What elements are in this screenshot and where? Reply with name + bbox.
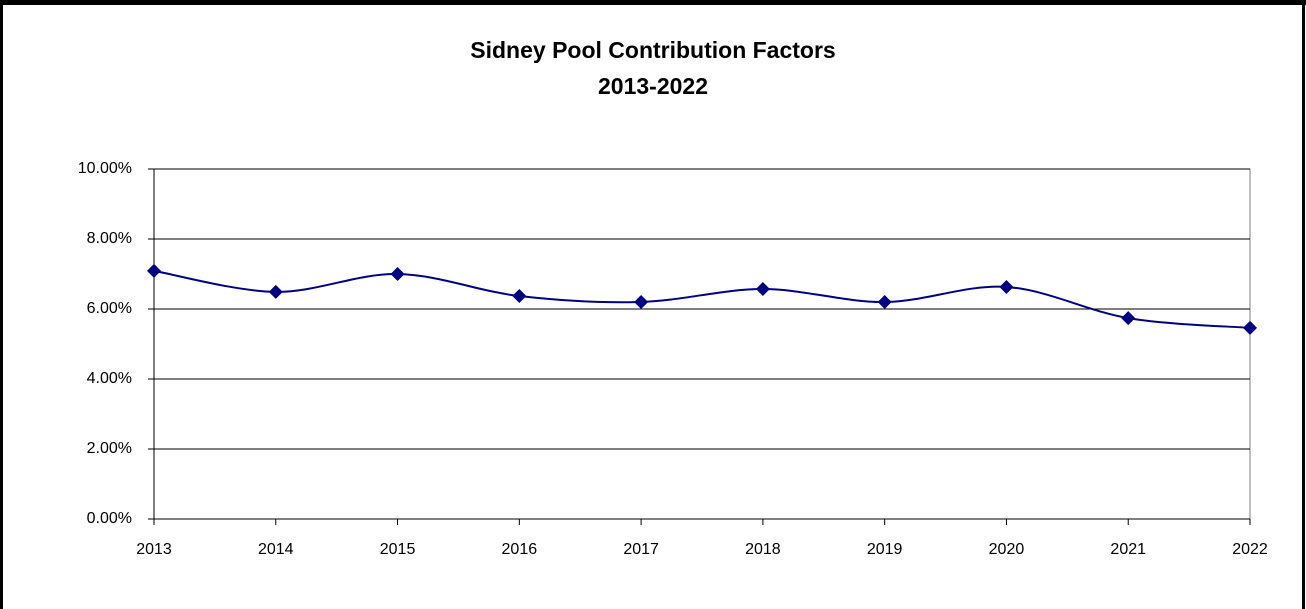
chart-subtitle: 2013-2022 xyxy=(598,73,708,99)
plot-area xyxy=(153,168,1251,520)
y-tick-label: 4.00% xyxy=(87,370,132,387)
y-tick-label: 10.00% xyxy=(78,160,132,177)
x-tick-label: 2014 xyxy=(258,541,294,558)
data-point xyxy=(512,289,527,304)
x-tick-label: 2016 xyxy=(502,541,538,558)
x-tick-label: 2018 xyxy=(745,541,781,558)
data-point xyxy=(634,295,649,309)
x-tick-label: 2015 xyxy=(380,541,416,558)
x-tick-label: 2017 xyxy=(623,541,659,558)
data-point xyxy=(877,295,892,309)
y-tick-label: 6.00% xyxy=(87,300,132,317)
top-border xyxy=(0,0,1306,5)
data-point xyxy=(1121,311,1136,326)
x-tick-label: 2020 xyxy=(989,541,1025,558)
y-tick-label: 8.00% xyxy=(87,230,132,247)
y-tick-label: 2.00% xyxy=(87,440,132,457)
data-point xyxy=(390,267,405,281)
y-tick-label: 0.00% xyxy=(87,510,132,527)
chart-title: Sidney Pool Contribution Factors xyxy=(470,37,835,63)
x-tick-label: 2022 xyxy=(1232,541,1268,558)
x-tick-label: 2021 xyxy=(1110,541,1146,558)
x-tick-label: 2019 xyxy=(867,541,903,558)
series-line xyxy=(153,269,1251,329)
data-point xyxy=(755,282,770,297)
data-point xyxy=(268,284,283,299)
x-tick-label: 2013 xyxy=(136,541,172,558)
data-point xyxy=(999,279,1014,294)
data-point xyxy=(1243,320,1257,335)
data-point xyxy=(147,263,161,278)
